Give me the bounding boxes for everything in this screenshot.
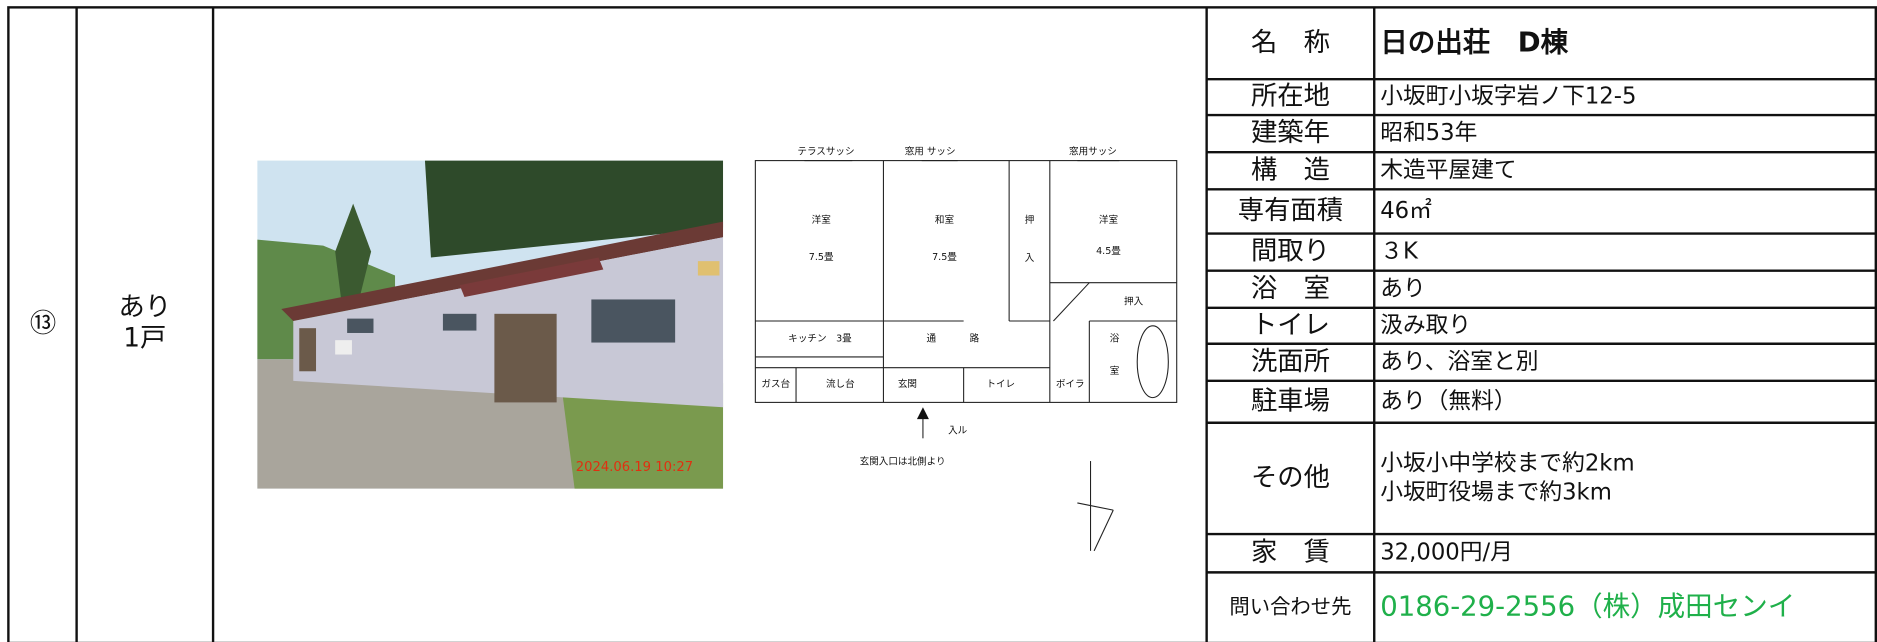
room-label: トイレ [986,379,1015,390]
info-value: 0186-29-2556（株）成田センイ [1380,591,1795,623]
info-value: 汲み取り [1380,312,1471,338]
info-value: 32,000円/月 [1380,540,1513,566]
info-value: 小坂町小坂字岩ノ下12-5 [1380,84,1636,110]
room-label: 路 [970,332,980,344]
room-label: ガス台 [761,378,790,390]
room-label: 和室 [935,214,955,226]
info-value: 木造平屋建て [1380,157,1516,183]
info-value: 46㎡ [1380,198,1432,224]
room-label: 4.5畳 [1096,246,1121,257]
info-value: あり（無料） [1380,388,1516,414]
info-label: 名 称 [1251,28,1330,58]
info-value: ３K [1380,239,1419,265]
room-label: 押入 [1124,295,1144,307]
photo: 2024.06.19 10:27 [257,160,724,489]
info-value: あり、浴室と別 [1380,349,1538,375]
info-label: 構 造 [1251,155,1330,185]
room-label: 7.5畳 [932,252,957,263]
room-label: キッチン 3畳 [788,333,852,344]
room-label: 室 [1110,365,1120,377]
room-label: 押 [1025,214,1035,226]
info-label: トイレ [1251,310,1330,340]
info-label: 所在地 [1251,82,1330,112]
room-label: 洋室 [1099,214,1119,226]
room-label: テラスサッシ [797,147,854,158]
info-label: 洗面所 [1251,347,1330,377]
info-value: あり [1380,276,1425,302]
room-label: 洋室 [812,214,832,226]
room-label: 入 [1025,253,1035,264]
room-label: 7.5畳 [809,252,834,263]
parking-text: 1戸 [123,323,166,353]
info-label: 間取り [1251,237,1330,267]
info-label: 専有面積 [1238,196,1343,226]
info-label: 家 賃 [1251,538,1330,568]
room-label: 浴 [1110,332,1120,344]
room-label: ボイラ [1056,379,1085,390]
info-value: 昭和53年 [1380,120,1477,146]
room-label: 窓用 サッシ [905,147,956,158]
info-label: 駐車場 [1251,386,1330,416]
row-number: ⑬ [30,309,56,339]
table-border [7,6,1877,642]
photo-timestamp: 2024.06.19 10:27 [576,460,693,475]
parking-text: あり [119,292,172,322]
room-label: 窓用サッシ [1069,147,1117,158]
entrance-note: 玄関入口は北側より [860,456,946,468]
info-value: 小坂町役場まで約3km [1380,479,1612,505]
room-label: 玄関 [898,378,917,390]
info-value: 小坂小中学校まで約2km [1380,451,1634,477]
info-label: 浴 室 [1251,274,1330,304]
entrance-label: 入ル [948,426,968,437]
room-label: 通 [927,333,937,344]
info-label: 建築年 [1251,118,1330,148]
room-label: 流し台 [826,378,855,390]
info-label: 問い合わせ先 [1229,595,1351,619]
info-label: その他 [1251,463,1330,493]
info-value: 日の出荘 D棟 [1380,26,1568,58]
